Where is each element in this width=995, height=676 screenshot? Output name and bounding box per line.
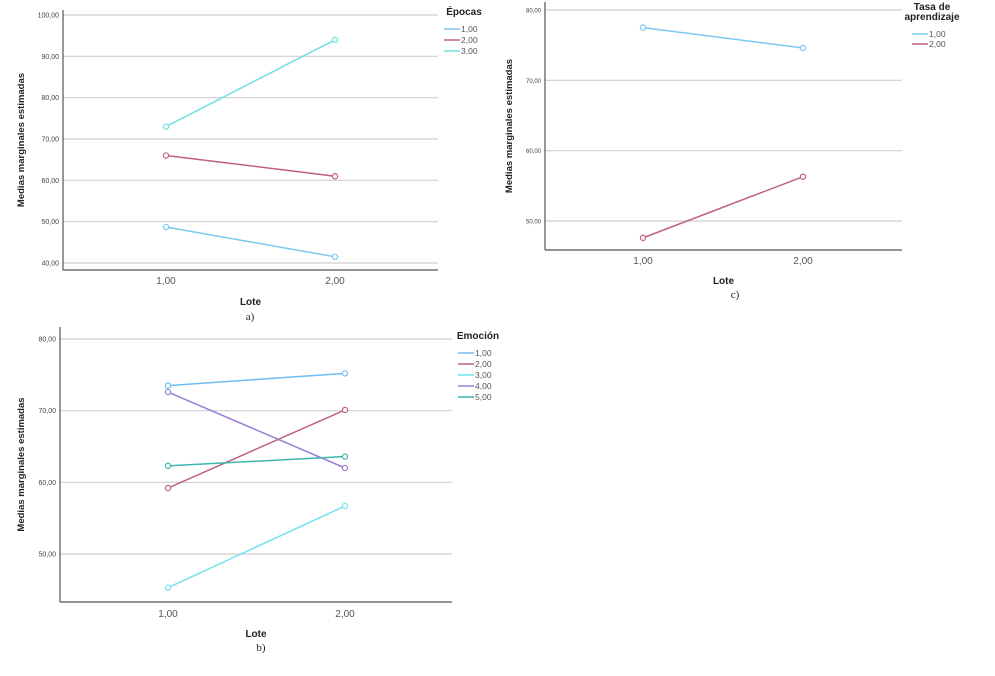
y-axis-title: Medias marginales estimadas xyxy=(16,73,27,207)
data-point xyxy=(164,584,172,591)
legend: Emoción 1,002,003,004,005,00 xyxy=(457,331,499,402)
x-tick-label: 2,00 xyxy=(793,256,813,267)
x-axis-title: Lote xyxy=(245,629,267,640)
y-axis-title: Medias marginales estimadas xyxy=(16,397,27,531)
y-tick-label: 90,00 xyxy=(41,54,59,61)
data-point xyxy=(164,388,172,396)
y-tick-label: 50,00 xyxy=(38,552,56,559)
legend-label: 2,00 xyxy=(461,35,478,45)
data-point xyxy=(164,484,172,492)
chart-a: 40,00 50,00 60,00 70,00 80,00 90,00 100,00 1,00… xyxy=(16,5,482,323)
y-tick-label: 70,00 xyxy=(526,79,542,85)
data-point xyxy=(162,152,170,159)
legend: Épocas 1,002,003,00 xyxy=(444,5,482,56)
data-point xyxy=(164,382,172,389)
legend-label: 3,00 xyxy=(461,46,478,56)
legend-label: 3,00 xyxy=(475,370,492,380)
data-point xyxy=(799,44,807,52)
y-tick-label: 60,00 xyxy=(526,149,542,155)
x-tick-label: 1,00 xyxy=(158,609,178,620)
legend-label: 2,00 xyxy=(929,39,946,49)
series-line xyxy=(165,154,336,177)
legend-title: Emoción xyxy=(457,331,499,342)
x-axis-title: Lote xyxy=(713,276,735,287)
legend-label: 4,00 xyxy=(475,381,492,391)
series-line xyxy=(642,26,804,49)
series-line xyxy=(167,391,346,469)
series-line xyxy=(642,175,804,239)
series-3-00 xyxy=(162,36,339,130)
series-2-00 xyxy=(162,152,339,180)
x-tick-label: 2,00 xyxy=(325,276,345,287)
x-tick-label: 1,00 xyxy=(156,276,176,287)
y-tick-label: 60,00 xyxy=(41,178,59,185)
series-5-00 xyxy=(164,453,349,470)
series-1-00 xyxy=(164,370,349,389)
y-tick-label: 40,00 xyxy=(41,261,59,268)
y-tick-label: 100,00 xyxy=(38,13,60,20)
y-tick-label: 80,00 xyxy=(526,9,542,15)
y-tick-label: 70,00 xyxy=(38,408,56,415)
series-2-00 xyxy=(639,173,807,242)
figure-caption: c) xyxy=(731,289,740,301)
legend-title: Tasa de xyxy=(914,2,951,13)
data-point xyxy=(331,253,339,260)
y-tick-label: 80,00 xyxy=(38,337,56,344)
data-point xyxy=(331,172,339,180)
data-point xyxy=(341,464,349,472)
series-line xyxy=(167,505,346,589)
figure-caption: b) xyxy=(256,642,266,654)
legend-label: 1,00 xyxy=(461,24,478,34)
data-point xyxy=(799,173,807,180)
x-tick-label: 2,00 xyxy=(335,609,355,620)
series-2-00 xyxy=(164,406,349,492)
series-1-00 xyxy=(639,24,807,52)
y-tick-label: 60,00 xyxy=(38,480,56,487)
series-line xyxy=(167,372,346,387)
legend-title: aprendizaje xyxy=(904,12,959,23)
y-tick-label: 50,00 xyxy=(41,219,59,226)
legend-title: Épocas xyxy=(446,5,482,18)
y-tick-label: 50,00 xyxy=(526,220,542,226)
data-point xyxy=(341,406,349,414)
data-point xyxy=(162,123,170,130)
x-axis-title: Lote xyxy=(240,297,262,308)
data-point xyxy=(639,24,647,31)
y-axis-title: Medias marginales estimadas xyxy=(504,59,515,193)
series-3-00 xyxy=(164,502,349,591)
legend-label: 5,00 xyxy=(475,392,492,402)
data-point xyxy=(341,502,349,510)
series-line xyxy=(165,226,336,258)
series-4-00 xyxy=(164,388,349,472)
x-tick-label: 1,00 xyxy=(633,256,653,267)
data-point xyxy=(164,462,172,470)
y-tick-label: 80,00 xyxy=(41,95,59,102)
series-1-00 xyxy=(162,223,339,260)
data-point xyxy=(331,36,339,44)
series-line xyxy=(165,39,336,128)
data-point xyxy=(341,370,349,377)
legend-label: 1,00 xyxy=(475,348,492,358)
data-point xyxy=(162,223,170,231)
series-line xyxy=(167,455,346,467)
figure-caption: a) xyxy=(246,311,255,323)
series-line xyxy=(167,409,346,489)
legend-label: 2,00 xyxy=(475,359,492,369)
data-point xyxy=(639,234,647,242)
y-tick-label: 70,00 xyxy=(41,137,59,144)
data-point xyxy=(341,453,349,460)
legend-label: 1,00 xyxy=(929,29,946,39)
